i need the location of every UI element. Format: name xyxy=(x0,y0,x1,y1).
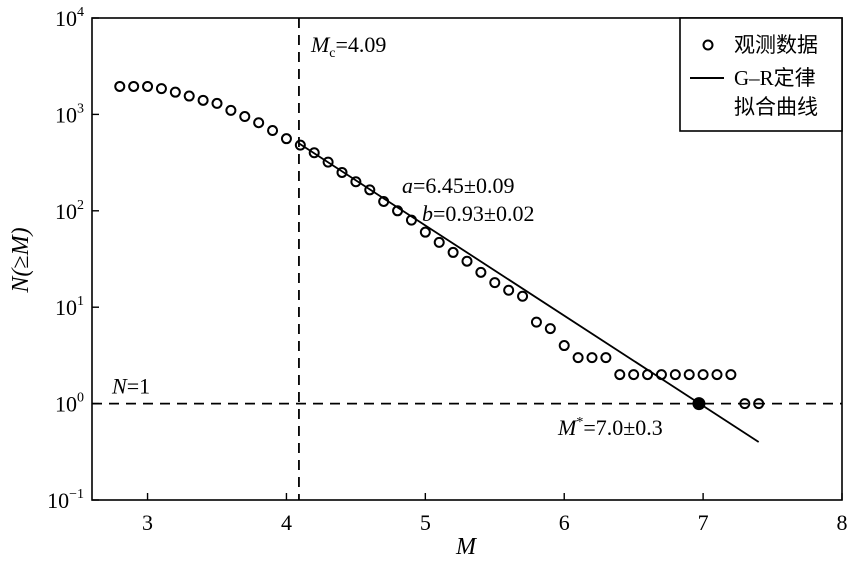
x-tick-label: 4 xyxy=(281,510,292,535)
mc-annotation: Mc=4.09 xyxy=(310,32,386,61)
observed-point xyxy=(142,80,154,92)
observed-point xyxy=(267,125,279,137)
observed-point xyxy=(489,277,501,289)
x-tick-label: 8 xyxy=(837,510,848,535)
x-axis-label: M xyxy=(455,534,478,560)
observed-points xyxy=(114,80,765,410)
n1-annotation: N=1 xyxy=(111,374,150,399)
observed-point xyxy=(530,316,542,328)
observed-point xyxy=(572,352,584,364)
observed-point xyxy=(628,369,640,381)
x-tick-label: 5 xyxy=(420,510,431,535)
observed-point xyxy=(475,266,487,278)
b-annotation: b=0.93±0.02 xyxy=(422,201,534,226)
mstar-annotation: M*=7.0±0.3 xyxy=(557,415,663,440)
y-tick-label: 101 xyxy=(55,294,84,320)
x-tick-label: 3 xyxy=(142,510,153,535)
observed-point xyxy=(239,111,251,123)
y-tick-label: 102 xyxy=(55,198,84,224)
y-axis-ticks: 10−1 100 101 102 103 104 xyxy=(47,5,99,513)
y-tick-label: 103 xyxy=(55,101,84,127)
observed-point xyxy=(447,246,459,258)
x-tick-label: 6 xyxy=(559,510,570,535)
b-label: b xyxy=(422,201,433,226)
observed-point xyxy=(155,83,167,95)
a-label: a xyxy=(402,173,413,198)
y-axis-label: N(≥M) xyxy=(8,227,34,293)
observed-point xyxy=(364,184,376,196)
observed-point xyxy=(378,195,390,207)
mc-value: =4.09 xyxy=(335,32,386,57)
observed-point xyxy=(183,90,195,102)
n1-label: N xyxy=(111,374,128,399)
mc-label: M xyxy=(310,32,331,57)
legend-box xyxy=(679,17,843,132)
observed-point xyxy=(336,166,348,178)
observed-point xyxy=(642,369,654,381)
x-tick-label: 7 xyxy=(698,510,709,535)
observed-point xyxy=(253,117,265,129)
legend-observed-marker xyxy=(702,39,714,51)
observed-point xyxy=(697,369,709,381)
observed-point xyxy=(669,369,681,381)
a-value: =6.45±0.09 xyxy=(413,173,514,198)
observed-point xyxy=(753,398,765,410)
observed-point xyxy=(405,214,417,226)
observed-point xyxy=(419,226,431,238)
observed-point xyxy=(225,104,237,116)
y-tick-label: 10−1 xyxy=(47,487,84,513)
observed-point xyxy=(197,94,209,106)
observed-point xyxy=(586,352,598,364)
observed-point xyxy=(461,255,473,267)
observed-point xyxy=(600,352,612,364)
observed-point xyxy=(392,205,404,217)
observed-point xyxy=(739,398,751,410)
x-axis-ticks: 3 4 5 6 7 8 xyxy=(142,493,848,535)
legend-fit-label-line2: 拟合曲线 xyxy=(734,95,818,119)
legend-observed-label: 观测数据 xyxy=(734,33,818,57)
observed-point xyxy=(558,340,570,352)
observed-point xyxy=(433,236,445,248)
plot-frame xyxy=(91,17,843,501)
gr-fit-line xyxy=(298,142,760,443)
mc-subscript: c xyxy=(329,46,335,61)
mstar-marker xyxy=(692,397,706,411)
observed-point xyxy=(544,323,556,335)
a-annotation: a=6.45±0.09 xyxy=(402,173,514,198)
mstar-label: M xyxy=(557,415,578,440)
observed-point xyxy=(655,369,667,381)
b-value: =0.93±0.02 xyxy=(433,201,534,226)
legend-fit-label-line1: G–R定律 xyxy=(734,66,816,90)
y-tick-label: 100 xyxy=(55,391,84,417)
observed-point xyxy=(294,139,306,151)
y-tick-label: 104 xyxy=(55,5,84,31)
mstar-superscript: * xyxy=(576,415,583,430)
observed-point xyxy=(683,369,695,381)
observed-point xyxy=(280,133,292,145)
n1-value: =1 xyxy=(127,374,150,399)
observed-point xyxy=(614,369,626,381)
observed-point xyxy=(725,369,737,381)
observed-point xyxy=(114,80,126,92)
observed-point xyxy=(308,147,320,159)
observed-point xyxy=(503,284,515,296)
observed-point xyxy=(169,86,181,98)
observed-point xyxy=(322,156,334,168)
observed-point xyxy=(517,290,529,302)
observed-point xyxy=(211,97,223,109)
mstar-value: =7.0±0.3 xyxy=(583,415,662,440)
observed-point xyxy=(128,80,140,92)
observed-point xyxy=(711,369,723,381)
legend: 观测数据 G–R定律 拟合曲线 xyxy=(679,17,843,132)
observed-point xyxy=(350,176,362,188)
